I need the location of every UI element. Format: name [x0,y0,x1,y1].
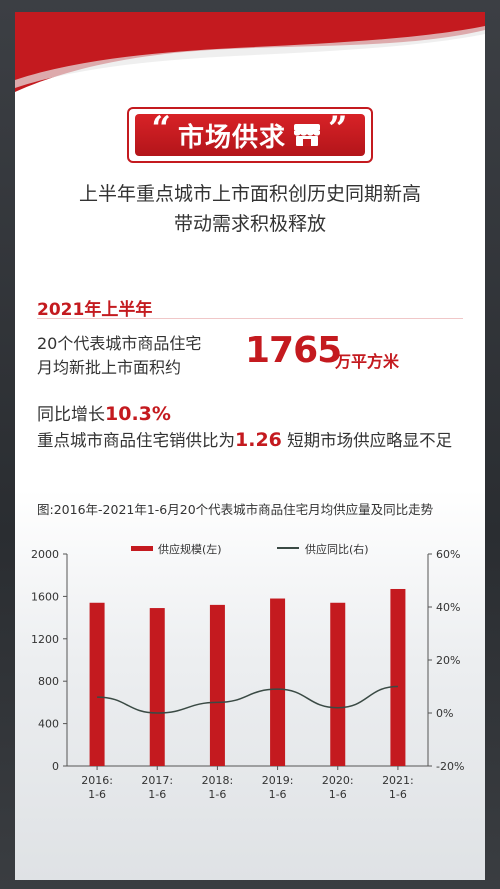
open-quote: “ [151,109,172,149]
close-quote: ” [328,109,349,149]
section-badge: “ 市场供求 ” [127,107,373,163]
right-tick-label: -20% [436,760,464,773]
bar [330,602,346,766]
supply-chart: 0400800120016002000-20%0%20%40%60%2016:1… [31,542,464,801]
x-tick-label: 1-6 [88,788,106,801]
ratio-suffix: 短期市场供应略显不足 [287,431,453,450]
x-tick-label: 2019: [262,774,294,787]
x-tick-label: 1-6 [208,788,226,801]
growth-line: 同比增长10.3% [37,402,171,427]
legend-bar-swatch [131,546,153,551]
x-tick-label: 1-6 [389,788,407,801]
stat-line-2: 月均新批上市面积约 [37,358,182,377]
x-tick-label: 2017: [141,774,173,787]
x-tick-label: 2016: [81,774,113,787]
ratio-prefix: 重点城市商品住宅销供比为 [37,431,235,450]
x-tick-label: 2020: [322,774,354,787]
left-tick-label: 1600 [31,590,59,603]
left-tick-label: 400 [38,718,59,731]
poster-card: “ 市场供求 ” 上半年重点城市上市面积创历史同期新高 带动需求积极释放 202… [15,12,485,880]
left-tick-label: 800 [38,675,59,688]
growth-value: 10.3% [105,403,171,425]
right-tick-label: 60% [436,548,460,561]
left-tick-label: 1200 [31,633,59,646]
market-stall-icon [294,124,320,146]
left-tick-label: 0 [52,760,59,773]
ratio-line: 重点城市商品住宅销供比为1.26 短期市场供应略显不足 [37,428,452,453]
legend-line-label: 供应同比(右) [305,542,369,556]
bar [270,598,286,766]
section-divider [37,318,463,319]
headline-line-2: 带动需求积极释放 [173,213,326,235]
right-tick-label: 40% [436,601,460,614]
bar [209,604,225,766]
right-tick-label: 0% [436,707,453,720]
growth-prefix: 同比增长 [37,405,105,425]
stat-line-1: 20个代表城市商品住宅 [37,334,202,353]
legend-bar-label: 供应规模(左) [158,542,222,556]
headline-line-1: 上半年重点城市上市面积创历史同期新高 [78,183,421,205]
right-tick-label: 20% [436,654,460,667]
bar [89,602,105,766]
bar [390,588,406,766]
x-tick-label: 1-6 [148,788,166,801]
bar [149,608,165,766]
yoy-series-line [97,685,398,714]
stat-unit: 万平方米 [335,352,400,371]
x-tick-label: 2018: [202,774,234,787]
stat-value: 1765 [245,330,342,371]
chart-title: 图:2016年-2021年1-6月20个代表城市商品住宅月均供应量及同比走势 [37,502,434,517]
x-tick-label: 2021: [382,774,414,787]
x-tick-label: 1-6 [269,788,287,801]
x-tick-label: 1-6 [329,788,347,801]
ratio-value: 1.26 [235,429,282,451]
corner-decoration [15,12,485,92]
left-tick-label: 2000 [31,548,59,561]
badge-label: 市场供求 [177,122,286,153]
section-label: 2021年上半年 [37,300,153,320]
